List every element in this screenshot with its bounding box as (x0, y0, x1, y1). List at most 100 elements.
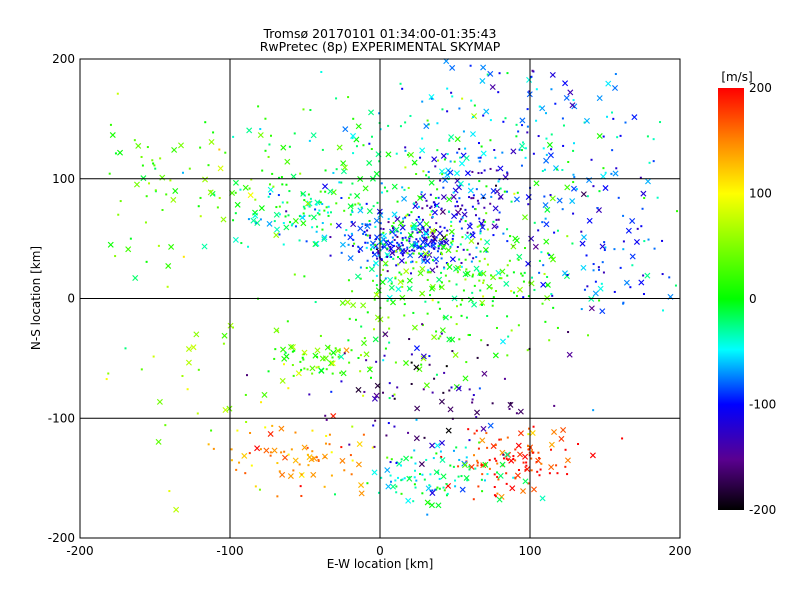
point-dot-marker (619, 266, 622, 269)
point-dot-marker (258, 488, 261, 491)
point-dot-marker (388, 397, 391, 400)
point-dot-marker (517, 468, 520, 471)
point-x-marker (462, 375, 469, 382)
point-dot-marker (390, 282, 393, 285)
point-dot-marker (350, 232, 353, 235)
point-dot-marker (592, 269, 595, 272)
point-x-marker (306, 200, 313, 207)
point-dot-marker (512, 458, 515, 461)
x-tick-label: -100 (216, 544, 243, 558)
point-x-marker (599, 308, 606, 315)
point-dot-marker (482, 114, 485, 117)
point-dot-marker (371, 446, 374, 449)
point-dot-marker (456, 305, 459, 308)
point-dot-marker (350, 209, 353, 212)
point-dot-marker (169, 179, 172, 182)
point-dot-marker (506, 315, 509, 318)
point-x-marker (512, 235, 519, 242)
point-x-marker (220, 216, 227, 223)
point-dot-marker (236, 429, 239, 432)
point-dot-marker (300, 368, 303, 371)
point-dot-marker (575, 188, 578, 191)
point-x-marker (466, 223, 473, 230)
point-dot-marker (392, 257, 395, 260)
point-dot-marker (386, 270, 389, 273)
point-dot-marker (410, 353, 413, 356)
point-x-marker (464, 170, 471, 177)
point-dot-marker (468, 253, 471, 256)
point-x-marker (418, 461, 425, 468)
point-dot-marker (400, 479, 403, 482)
point-dot-marker (369, 376, 372, 379)
point-dot-marker (485, 185, 488, 188)
point-dot-marker (468, 439, 471, 442)
point-dot-marker (343, 209, 346, 212)
point-dot-marker (425, 244, 428, 247)
point-dot-marker (264, 117, 267, 120)
point-dot-marker (357, 202, 360, 205)
point-x-marker (135, 142, 142, 149)
point-dot-marker (642, 274, 645, 277)
point-dot-marker (218, 196, 221, 199)
point-dot-marker (408, 214, 411, 217)
y-tick-label: 200 (52, 52, 75, 66)
point-dot-marker (327, 205, 330, 208)
point-x-marker (390, 483, 397, 490)
point-dot-marker (508, 259, 511, 262)
point-dot-marker (238, 461, 241, 464)
point-dot-marker (478, 160, 481, 163)
point-dot-marker (124, 347, 127, 350)
point-dot-marker (413, 476, 416, 479)
point-dot-marker (439, 252, 442, 255)
point-dot-marker (444, 237, 447, 240)
point-dot-marker (613, 290, 616, 293)
point-dot-marker (473, 432, 476, 435)
point-dot-marker (561, 117, 564, 120)
point-x-marker (489, 84, 496, 91)
point-x-marker (382, 260, 389, 267)
point-dot-marker (366, 229, 369, 232)
point-dot-marker (493, 457, 496, 460)
point-x-marker (339, 457, 346, 464)
point-dot-marker (316, 212, 319, 215)
point-dot-marker (429, 271, 432, 274)
point-dot-marker (204, 121, 207, 124)
point-dot-marker (490, 274, 493, 277)
point-x-marker (156, 398, 163, 405)
point-dot-marker (454, 479, 457, 482)
point-dot-marker (375, 248, 378, 251)
point-dot-marker (386, 190, 389, 193)
point-dot-marker (140, 155, 143, 158)
point-dot-marker (395, 250, 398, 253)
point-x-marker (482, 461, 489, 468)
point-x-marker (190, 344, 197, 351)
point-dot-marker (300, 473, 303, 476)
point-x-marker (339, 300, 346, 307)
point-x-marker (310, 214, 317, 221)
point-dot-marker (614, 73, 617, 76)
point-x-marker (491, 223, 498, 230)
point-x-marker (420, 193, 427, 200)
point-dot-marker (498, 277, 501, 280)
point-x-marker (321, 234, 328, 241)
point-dot-marker (532, 152, 535, 155)
point-dot-marker (488, 467, 491, 470)
point-dot-marker (648, 161, 651, 164)
point-dot-marker (499, 438, 502, 441)
point-dot-marker (421, 218, 424, 221)
point-dot-marker (475, 246, 478, 249)
point-dot-marker (381, 191, 384, 194)
point-dot-marker (320, 70, 323, 73)
point-dot-marker (555, 464, 558, 467)
point-x-marker (497, 472, 504, 479)
point-dot-marker (432, 201, 435, 204)
point-x-marker (510, 243, 517, 250)
point-dot-marker (409, 114, 412, 117)
point-x-marker (438, 284, 445, 291)
point-dot-marker (491, 402, 494, 405)
point-dot-marker (481, 490, 484, 493)
point-x-marker (324, 344, 331, 351)
point-dot-marker (114, 255, 117, 258)
point-dot-marker (445, 494, 448, 497)
point-dot-marker (328, 352, 331, 355)
